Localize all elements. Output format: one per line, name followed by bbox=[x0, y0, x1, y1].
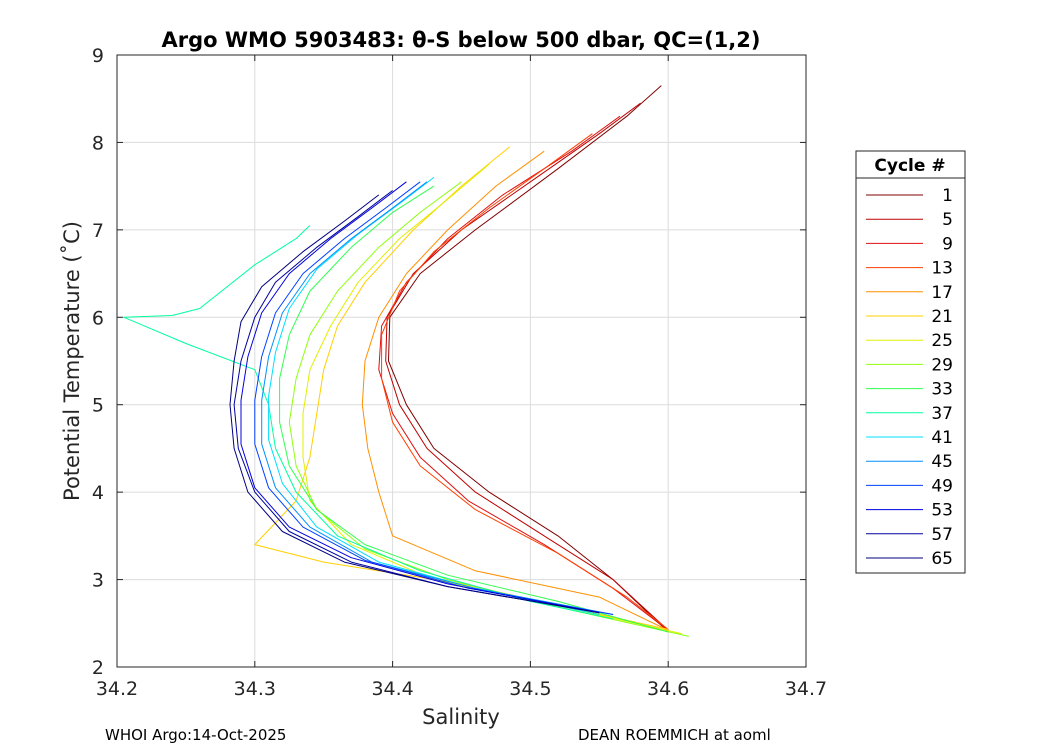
plot-frame bbox=[116, 54, 807, 668]
series-line-cycle-41 bbox=[268, 177, 600, 615]
series-group bbox=[123, 85, 690, 637]
x-tick-label: 34.4 bbox=[371, 678, 413, 700]
legend-label-41: 41 bbox=[931, 428, 953, 448]
series-line-cycle-49 bbox=[254, 181, 614, 615]
y-tick-label: 3 bbox=[92, 570, 104, 592]
y-tick-label: 6 bbox=[92, 307, 104, 329]
legend-label-17: 17 bbox=[931, 283, 953, 303]
x-tick-label: 34.6 bbox=[647, 678, 689, 700]
series-line-cycle-57 bbox=[233, 190, 600, 614]
legend-entries: 1 5 9 13 17 21 25 29 33 37 41 45 49 53 57 65 bbox=[866, 186, 953, 569]
legend-label-33: 33 bbox=[931, 380, 953, 400]
series-line-cycle-29 bbox=[288, 181, 690, 637]
series-line-cycle-37 bbox=[123, 225, 614, 620]
x-axis-label: Salinity bbox=[422, 705, 500, 729]
series-line-cycle-25 bbox=[302, 163, 683, 635]
legend-label-45: 45 bbox=[931, 452, 953, 472]
series-line-cycle-1 bbox=[388, 85, 669, 633]
series-line-cycle-5 bbox=[385, 102, 669, 631]
y-tick-label: 5 bbox=[92, 395, 104, 417]
legend-label-29: 29 bbox=[931, 355, 953, 375]
grid-lines bbox=[116, 54, 807, 668]
legend-label-65: 65 bbox=[931, 549, 953, 569]
x-tick-label: 34.3 bbox=[234, 678, 276, 700]
y-tick-label: 8 bbox=[92, 132, 104, 154]
legend-label-49: 49 bbox=[931, 476, 953, 496]
x-ticks: 34.2 34.3 34.4 34.5 34.6 34.7 bbox=[96, 55, 827, 700]
chart-title: Argo WMO 5903483: θ-S below 500 dbar, QC… bbox=[162, 28, 761, 52]
series-line-cycle-17 bbox=[361, 150, 669, 631]
legend-label-37: 37 bbox=[931, 404, 953, 424]
legend-label-9: 9 bbox=[942, 234, 953, 254]
legend-label-53: 53 bbox=[931, 501, 953, 521]
x-tick-label: 34.7 bbox=[785, 678, 827, 700]
series-line-cycle-53 bbox=[240, 181, 600, 614]
series-line-cycle-9 bbox=[378, 115, 669, 631]
y-tick-label: 7 bbox=[92, 220, 104, 242]
y-axis-label: Potential Temperature (˚C) bbox=[60, 221, 84, 501]
series-line-cycle-21 bbox=[254, 146, 669, 630]
legend-box bbox=[855, 150, 966, 574]
legend-label-57: 57 bbox=[931, 525, 953, 545]
footer-left: WHOI Argo:14-Oct-2025 bbox=[105, 726, 286, 744]
legend-title: Cycle # bbox=[874, 156, 945, 176]
y-tick-label: 2 bbox=[92, 657, 104, 679]
legend-label-13: 13 bbox=[931, 259, 953, 279]
legend: Cycle # 1 5 9 13 17 21 25 29 33 37 41 45 49 53 57 65 bbox=[855, 150, 966, 574]
y-ticks: 2 3 4 5 6 7 8 9 bbox=[92, 45, 806, 679]
y-tick-label: 9 bbox=[92, 45, 104, 67]
y-tick-label: 4 bbox=[92, 482, 104, 504]
legend-label-1: 1 bbox=[942, 186, 953, 206]
legend-label-21: 21 bbox=[931, 307, 953, 327]
legend-label-5: 5 bbox=[942, 210, 953, 230]
series-line-cycle-65 bbox=[229, 194, 600, 614]
x-tick-label: 34.5 bbox=[509, 678, 551, 700]
series-line-cycle-45 bbox=[261, 181, 614, 615]
legend-label-25: 25 bbox=[931, 331, 953, 351]
footer-right: DEAN ROEMMICH at aoml bbox=[578, 726, 771, 744]
series-line-cycle-13 bbox=[381, 133, 669, 630]
x-tick-label: 34.2 bbox=[96, 678, 138, 700]
series-line-cycle-33 bbox=[279, 185, 669, 633]
